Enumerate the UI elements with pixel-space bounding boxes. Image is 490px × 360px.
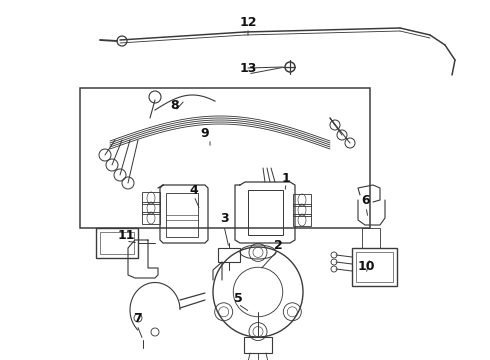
Bar [362, 228, 380, 248]
Text: 3: 3 [220, 212, 228, 225]
Bar [293, 204, 311, 216]
Text: 7: 7 [133, 311, 142, 324]
Text: 6: 6 [362, 194, 370, 207]
Text: 1: 1 [282, 171, 291, 185]
Bar [142, 202, 160, 214]
Bar [142, 192, 160, 204]
Bar [356, 252, 393, 282]
Bar [96, 228, 138, 258]
Text: 10: 10 [357, 261, 375, 274]
Text: 11: 11 [117, 229, 135, 242]
Text: 9: 9 [201, 126, 209, 140]
Bar [293, 194, 311, 206]
Text: 5: 5 [234, 292, 243, 305]
Bar [80, 88, 370, 228]
Bar [244, 337, 272, 353]
Bar [218, 248, 240, 262]
Text: 12: 12 [239, 15, 257, 28]
Bar [100, 232, 134, 254]
Bar [293, 214, 311, 226]
Text: 8: 8 [171, 99, 179, 112]
Bar [166, 193, 198, 237]
Text: 13: 13 [239, 62, 257, 75]
Bar [352, 248, 397, 286]
Bar [142, 212, 160, 224]
Text: 4: 4 [190, 184, 198, 197]
Bar [248, 190, 283, 235]
Text: 2: 2 [273, 239, 282, 252]
